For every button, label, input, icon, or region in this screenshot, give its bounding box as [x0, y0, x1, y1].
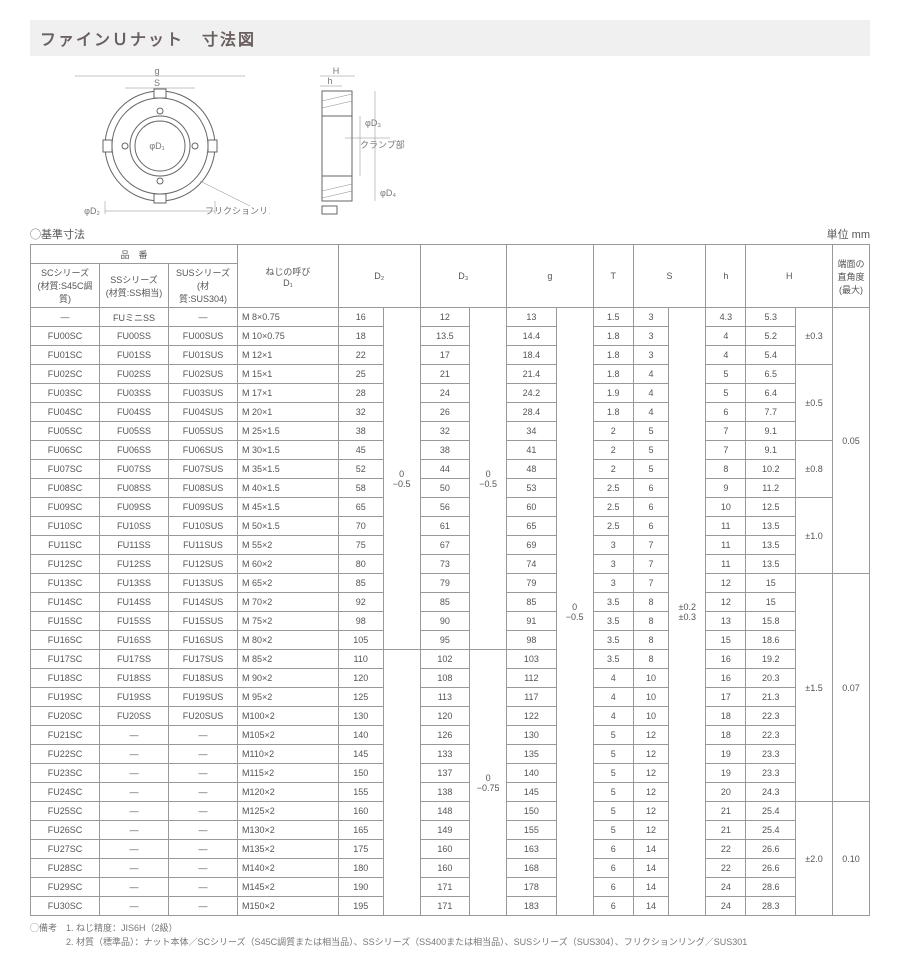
- table-row: FU09SCFU09SSFU09SUSM 45×1.56556602.56101…: [31, 498, 870, 517]
- table-row: FU26SC――M130×21651491555122125.4: [31, 821, 870, 840]
- table-row: FU03SCFU03SSFU03SUSM 17×1282424.21.9456.…: [31, 384, 870, 403]
- table-row: FU24SC――M120×21551381455122024.3: [31, 783, 870, 802]
- table-body: ―FUミニSS―M 8×0.75160−0.5120−0.5130−0.51.5…: [31, 308, 870, 916]
- table-row: FU10SCFU10SSFU10SUSM 50×1.57061652.56111…: [31, 517, 870, 536]
- table-row: FU19SCFU19SSFU19SUSM 95×2125113117410172…: [31, 688, 870, 707]
- table-row: FU23SC――M115×21501371405121923.3: [31, 764, 870, 783]
- svg-text:g: g: [154, 66, 159, 76]
- table-row: FU07SCFU07SSFU07SUSM 35×1.552444825810.2: [31, 460, 870, 479]
- table-row: FU17SCFU17SSFU17SUSM 85×21101020−0.75103…: [31, 650, 870, 669]
- table-row: FU00SCFU00SSFU00SUSM 10×0.751813.514.41.…: [31, 327, 870, 346]
- table-row: FU20SCFU20SSFU20SUSM100×2130120122410182…: [31, 707, 870, 726]
- svg-text:S: S: [154, 78, 160, 88]
- technical-diagram: g S φD₁ φD₂ フリクションリング H h: [50, 66, 870, 216]
- svg-text:H: H: [333, 66, 340, 76]
- table-row: ―FUミニSS―M 8×0.75160−0.5120−0.5130−0.51.5…: [31, 308, 870, 327]
- table-row: FU30SC――M150×21951711836142428.3: [31, 897, 870, 916]
- svg-text:φD₁: φD₁: [149, 141, 164, 151]
- table-row: FU12SCFU12SSFU12SUSM 60×2807374371113.5: [31, 555, 870, 574]
- table-row: FU14SCFU14SSFU14SUSM 70×29285853.581215: [31, 593, 870, 612]
- table-row: FU06SCFU06SSFU06SUSM 30×1.54538412579.1±…: [31, 441, 870, 460]
- svg-text:h: h: [327, 76, 332, 86]
- table-row: FU02SCFU02SSFU02SUSM 15×1252121.41.8456.…: [31, 365, 870, 384]
- table-row: FU16SCFU16SSFU16SUSM 80×210595983.581518…: [31, 631, 870, 650]
- footnotes: ◯備考 1. ねじ精度：JIS6H（2級） 2. 材質（標準品）：ナット本体／S…: [30, 922, 870, 949]
- table-row: FU27SC――M135×21751601636142226.6: [31, 840, 870, 859]
- table-row: FU15SCFU15SSFU15SUSM 75×29890913.581315.…: [31, 612, 870, 631]
- table-row: FU04SCFU04SSFU04SUSM 20×1322628.41.8467.…: [31, 403, 870, 422]
- table-row: FU21SC――M105×21401261305121822.3: [31, 726, 870, 745]
- svg-text:φD₂: φD₂: [84, 206, 100, 216]
- table-row: FU29SC――M145×21901711786142428.6: [31, 878, 870, 897]
- dimensions-table: 品 番 ねじの呼び D₁ D₂ D₃ g T S h H 端面の 直角度 (最大…: [30, 244, 870, 916]
- table-row: FU13SCFU13SSFU13SUSM 65×2857979371215±1.…: [31, 574, 870, 593]
- svg-text:フリクションリング: フリクションリング: [205, 205, 270, 216]
- table-row: FU28SC――M140×21801601686142226.6: [31, 859, 870, 878]
- page-title: ファインＵナット 寸法図: [30, 20, 870, 56]
- table-subheading: ◯基準寸法 単位 mm: [30, 226, 870, 242]
- svg-text:φD₄: φD₄: [380, 188, 396, 198]
- front-view-diagram: g S φD₁ φD₂ フリクションリング: [50, 66, 270, 216]
- table-row: FU08SCFU08SSFU08SUSM 40×1.55850532.56911…: [31, 479, 870, 498]
- svg-text:クランプ部: クランプ部: [360, 139, 405, 150]
- table-row: FU01SCFU01SSFU01SUSM 12×1221718.41.8345.…: [31, 346, 870, 365]
- svg-text:φD₃: φD₃: [365, 118, 381, 128]
- table-row: FU25SC――M125×21601481505122125.4±2.00.10: [31, 802, 870, 821]
- table-row: FU18SCFU18SSFU18SUSM 90×2120108112410162…: [31, 669, 870, 688]
- table-header: 品 番 ねじの呼び D₁ D₂ D₃ g T S h H 端面の 直角度 (最大…: [31, 245, 870, 308]
- table-row: FU05SCFU05SSFU05SUSM 25×1.53832342579.1: [31, 422, 870, 441]
- table-row: FU11SCFU11SSFU11SUSM 55×2756769371113.5: [31, 536, 870, 555]
- side-view-diagram: H h クランプ部 φD₃ φD₄: [300, 66, 460, 216]
- table-row: FU22SC――M110×21451331355121923.3: [31, 745, 870, 764]
